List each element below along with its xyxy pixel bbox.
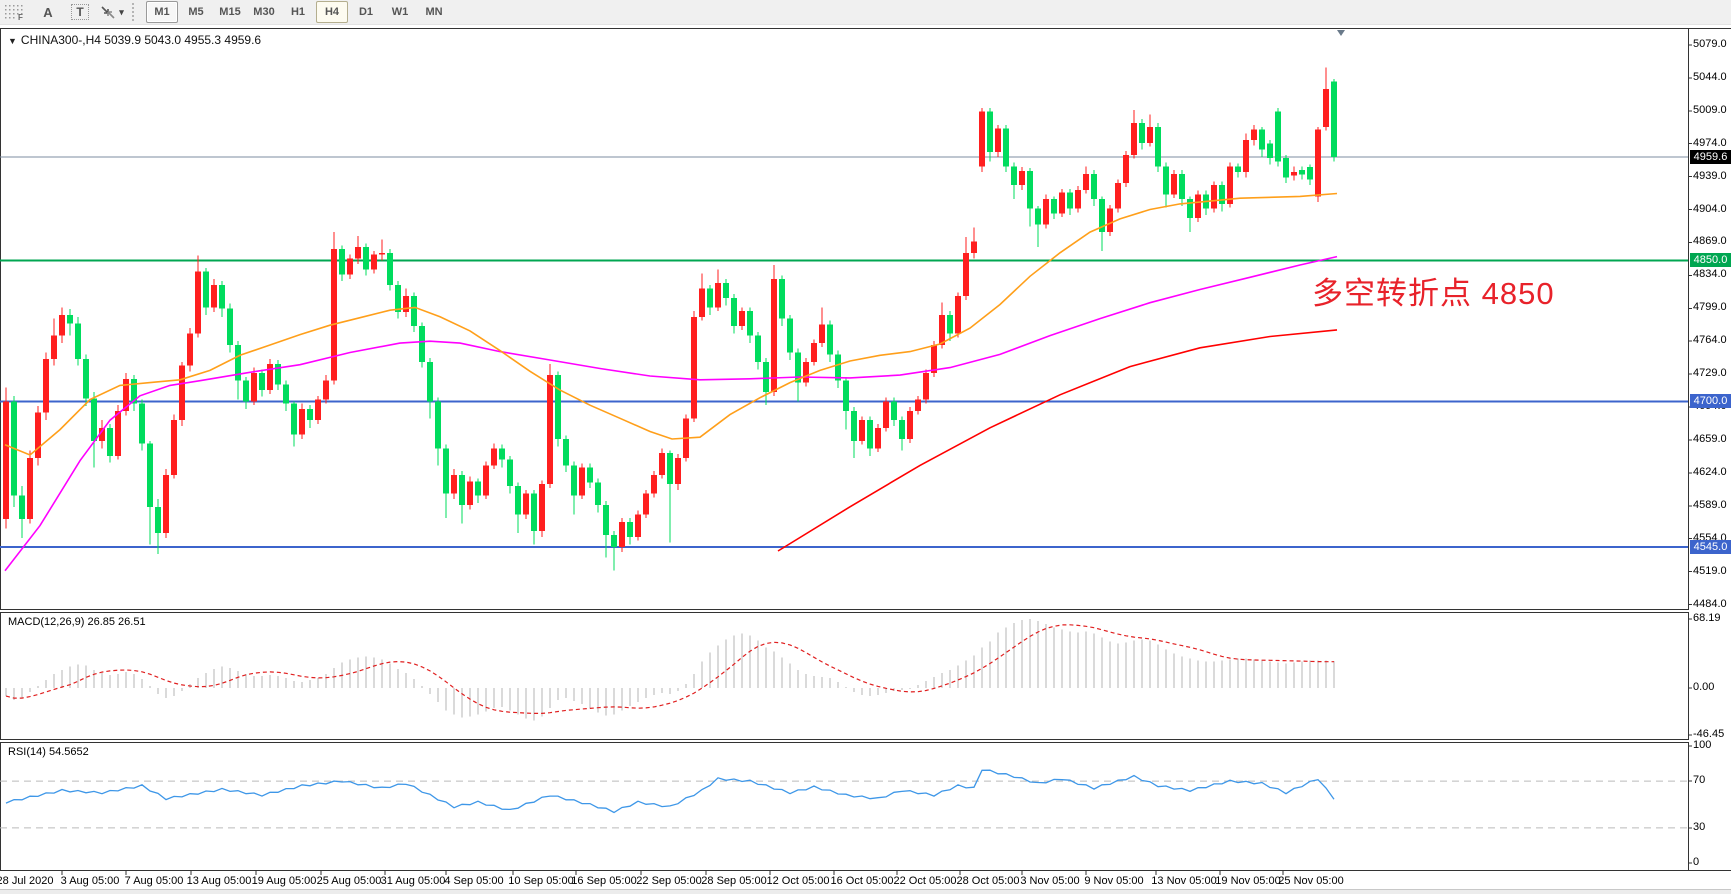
macd-signal-line xyxy=(5,624,1334,715)
price-axis-label: 4904.0 xyxy=(1693,202,1727,215)
price-axis-label: 4659.0 xyxy=(1693,432,1727,445)
timeframe-button-w1[interactable]: W1 xyxy=(391,6,409,18)
ma-magenta-line xyxy=(4,255,1338,572)
rsi-indicator-label: RSI(14) 54.5652 xyxy=(8,746,89,758)
price-badge-4545.0: 4545.0 xyxy=(1690,540,1731,555)
price-axis-label: 4834.0 xyxy=(1693,268,1727,281)
time-axis-label: 9 Nov 05:00 xyxy=(1084,875,1144,887)
axis-ticks xyxy=(61,44,1692,875)
toolbar: F A T ▾ M1 M5 M15 M30 H1 H4 D1 W1 MN xyxy=(0,0,1731,25)
macd-histogram xyxy=(5,619,1335,721)
window-bottom-edge xyxy=(0,889,1731,894)
macd-axis-label: -46.45 xyxy=(1693,728,1725,740)
time-axis-label: 22 Sep 05:00 xyxy=(636,875,702,887)
price-axis-label: 5044.0 xyxy=(1693,70,1727,83)
time-axis-label: 25 Nov 05:00 xyxy=(1278,875,1344,887)
arrows-glyph xyxy=(101,5,115,19)
rsi-axis-label: 100 xyxy=(1693,739,1712,751)
text-box-t-glyph: T xyxy=(71,4,89,20)
timeframe-button-m30[interactable]: M30 xyxy=(253,6,275,18)
price-axis-label: 4624.0 xyxy=(1693,465,1727,478)
price-badge-4959.6: 4959.6 xyxy=(1690,150,1731,165)
svg-text:F: F xyxy=(18,13,23,20)
price-axis-label: 4869.0 xyxy=(1693,235,1727,248)
macd-indicator-label: MACD(12,26,9) 26.85 26.51 xyxy=(8,616,146,628)
timeframe-button-h4[interactable]: H4 xyxy=(316,1,348,23)
price-axis-label: 5079.0 xyxy=(1693,37,1727,50)
time-axis-label: 22 Oct 05:00 xyxy=(893,875,957,887)
time-axis-label: 10 Sep 05:00 xyxy=(508,875,574,887)
price-axis-label: 4484.0 xyxy=(1693,597,1727,610)
time-axis-label: 13 Aug 05:00 xyxy=(186,875,252,887)
time-axis-label: 28 Jul 2020 xyxy=(0,875,54,887)
price-axis-label: 4939.0 xyxy=(1693,169,1727,182)
macd-axis-label: 68.19 xyxy=(1693,611,1721,624)
price-axis-label: 4764.0 xyxy=(1693,334,1727,347)
arrows-tool-icon[interactable]: ▾ xyxy=(97,2,127,22)
time-axis-label: 19 Aug 05:00 xyxy=(251,875,317,887)
rsi-axis-label: 70 xyxy=(1693,774,1706,787)
toolbar-grip[interactable] xyxy=(132,3,141,21)
macd-axis-label: 0.00 xyxy=(1693,681,1715,693)
dotted-grid-f-icon[interactable]: F xyxy=(1,2,31,22)
time-axis-label: 16 Oct 05:00 xyxy=(830,875,894,887)
price-badge-4850.0: 4850.0 xyxy=(1690,253,1731,268)
timeframe-button-m1[interactable]: M1 xyxy=(146,1,178,23)
chart-title-text: CHINA300-,H4 5039.9 5043.0 4955.3 4959.6 xyxy=(20,33,262,47)
rsi-axis-label: 30 xyxy=(1693,820,1706,833)
chart-dropdown-icon[interactable]: ▼ xyxy=(8,36,17,46)
time-axis-label: 31 Aug 05:00 xyxy=(380,875,446,887)
timeframe-button-group: M1 M5 M15 M30 H1 H4 D1 W1 MN xyxy=(145,1,451,23)
time-axis-label: 12 Oct 05:00 xyxy=(766,875,830,887)
time-axis-label: 3 Nov 05:00 xyxy=(1020,875,1080,887)
annotation-text-object[interactable]: 多空转折点 4850 xyxy=(1312,276,1555,311)
price-axis-label: 4729.0 xyxy=(1693,367,1727,380)
font-a-icon[interactable]: A xyxy=(43,4,53,20)
timeframe-button-h1[interactable]: H1 xyxy=(290,6,306,18)
time-axis-label: 4 Sep 05:00 xyxy=(444,875,504,887)
price-axis-label: 4519.0 xyxy=(1693,564,1727,577)
chart-shift-marker-icon xyxy=(1337,30,1345,36)
time-axis-label: 16 Sep 05:00 xyxy=(571,875,637,887)
ma-orange-line xyxy=(4,192,1338,456)
time-axis-label: 7 Aug 05:00 xyxy=(124,875,184,887)
timeframe-button-mn[interactable]: MN xyxy=(425,6,443,18)
price-axis-label: 5009.0 xyxy=(1693,103,1727,116)
price-axis-label: 4799.0 xyxy=(1693,301,1727,314)
time-axis-label: 28 Sep 05:00 xyxy=(701,875,767,887)
dotted-grid-glyph: F xyxy=(5,5,23,20)
chart-title: ▼ CHINA300-,H4 5039.9 5043.0 4955.3 4959.… xyxy=(8,33,261,47)
timeframe-button-m15[interactable]: M15 xyxy=(219,6,241,18)
timeframe-button-m5[interactable]: M5 xyxy=(188,6,204,18)
ma-red-line xyxy=(777,329,1338,552)
time-axis-label: 3 Aug 05:00 xyxy=(60,875,120,887)
rsi-line xyxy=(5,769,1335,814)
rsi-axis-label: 0 xyxy=(1693,856,1700,868)
price-badge-4700.0: 4700.0 xyxy=(1690,394,1731,409)
timeframe-button-d1[interactable]: D1 xyxy=(358,6,374,18)
text-box-t-icon[interactable]: T xyxy=(65,2,95,22)
price-axis-label: 4974.0 xyxy=(1693,136,1727,149)
arrows-dropdown-caret-icon[interactable]: ▾ xyxy=(119,6,124,17)
price-axis-label: 4589.0 xyxy=(1693,498,1727,511)
time-axis-label: 28 Oct 05:00 xyxy=(956,875,1020,887)
time-axis-label: 25 Aug 05:00 xyxy=(316,875,382,887)
time-axis-label: 19 Nov 05:00 xyxy=(1215,875,1281,887)
time-axis-label: 13 Nov 05:00 xyxy=(1151,875,1217,887)
horizontal-level-lines xyxy=(0,156,1688,549)
candlesticks-layer xyxy=(3,67,1337,571)
